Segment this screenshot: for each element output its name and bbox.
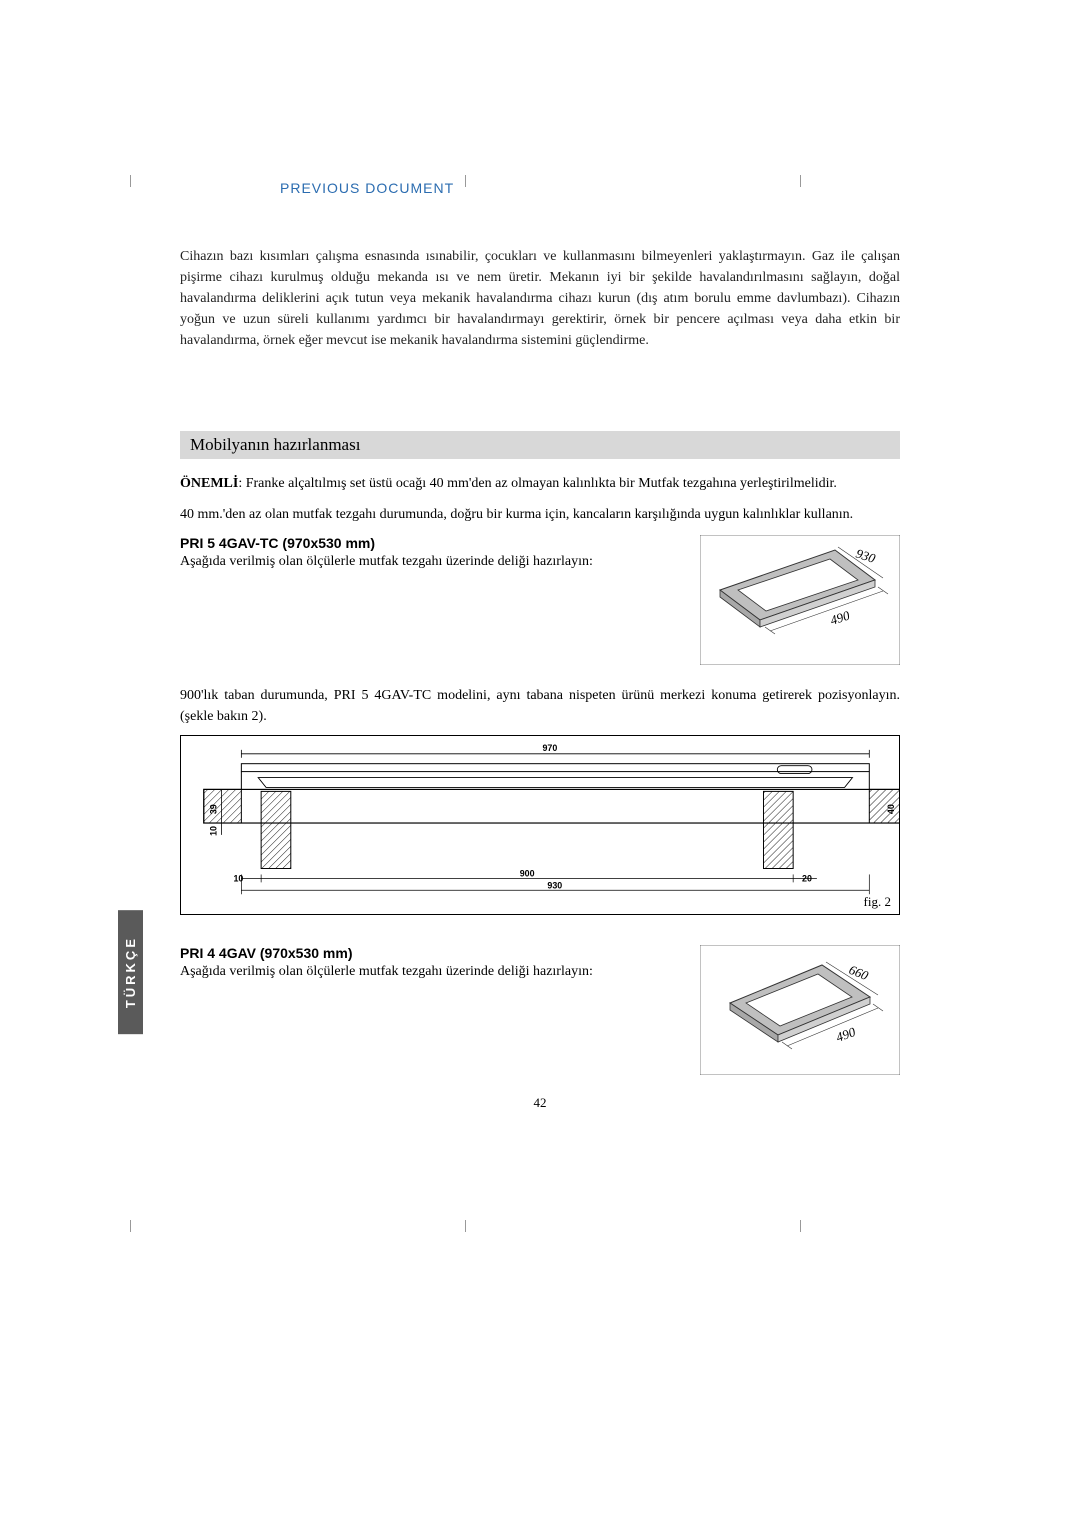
model1-depth-label: 490 [828,607,852,627]
language-tab: TÜRKÇE [118,910,143,1034]
model2-cutout-diagram: 660 490 [700,945,900,1075]
model1-width-label: 930 [854,546,878,566]
center-positioning-text: 900'lık taban durumunda, PRI 5 4GAV-TC m… [180,685,900,727]
model1-cutout-diagram: 930 490 [700,535,900,665]
svg-text:930: 930 [547,880,562,890]
model1-row: PRI 5 4GAV-TC (970x530 mm) Aşağıda veril… [180,535,900,665]
model2-depth-label: 490 [834,1024,858,1045]
model2-row: PRI 4 4GAV (970x530 mm) Aşağıda verilmiş… [180,945,900,1075]
important-text: : Franke alçaltılmış set üstü ocağı 40 m… [238,476,837,491]
figure-2-svg: 970 39 10 [181,736,899,914]
page-number: 42 [180,1095,900,1111]
intro-paragraph: Cihazın bazı kısımları çalışma esnasında… [180,246,900,351]
figure-2: 970 39 10 [180,735,900,915]
svg-text:970: 970 [542,743,557,753]
svg-text:20: 20 [802,873,812,883]
model2-title: PRI 4 4GAV (970x530 mm) [180,945,680,961]
crop-mark [465,1220,466,1232]
sub-note: 40 mm.'den az olan mutfak tezgahı durumu… [180,504,900,525]
previous-document-link[interactable]: PREVIOUS DOCUMENT [280,180,900,196]
crop-mark [130,1220,131,1232]
model1-text: PRI 5 4GAV-TC (970x530 mm) Aşağıda veril… [180,535,680,665]
model2-desc: Aşağıda verilmiş olan ölçülerle mutfak t… [180,961,680,982]
svg-text:10: 10 [209,826,219,836]
svg-text:39: 39 [209,804,219,814]
important-note: ÖNEMLİ: Franke alçaltılmış set üstü ocağ… [180,473,900,494]
svg-text:900: 900 [520,868,535,878]
svg-text:10: 10 [233,873,243,883]
page-content: PREVIOUS DOCUMENT Cihazın bazı kısımları… [180,180,900,1111]
crop-mark [800,1220,801,1232]
figure-2-label: fig. 2 [864,894,891,910]
model1-title: PRI 5 4GAV-TC (970x530 mm) [180,535,680,551]
model2-text: PRI 4 4GAV (970x530 mm) Aşağıda verilmiş… [180,945,680,1075]
important-label: ÖNEMLİ [180,476,238,491]
model1-desc: Aşağıda verilmiş olan ölçülerle mutfak t… [180,551,680,572]
model2-width-label: 660 [847,962,871,983]
svg-text:40: 40 [886,804,896,814]
crop-mark [130,175,131,187]
section-header: Mobilyanın hazırlanması [180,431,900,459]
